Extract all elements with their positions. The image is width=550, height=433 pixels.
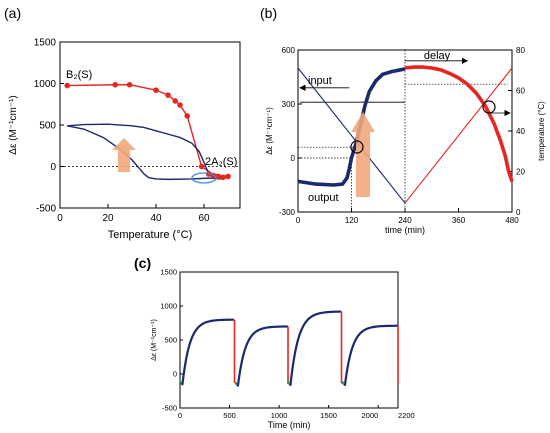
cycle-line-c-0 xyxy=(179,318,235,386)
y-tick-label-a: 500 xyxy=(39,121,56,132)
annotation-b2s: B₂(S) xyxy=(66,69,92,81)
cycle-line-c-3 xyxy=(341,324,398,386)
x-tick-label-a: 0 xyxy=(57,213,63,224)
y-tick-label-a: 1500 xyxy=(34,38,57,49)
x-tick-label-b: 480 xyxy=(505,216,519,225)
dip-marker-c-0 xyxy=(179,380,183,384)
xlabel-b: time (min) xyxy=(385,225,425,235)
y-tick-label-c: 1500 xyxy=(160,268,177,277)
annotation-delay: delay xyxy=(424,50,451,62)
y2-tick-label-b: 0 xyxy=(516,208,521,217)
ylabel-b: Δε (M⁻¹cm⁻¹) xyxy=(265,107,274,155)
data-point-a xyxy=(165,92,171,98)
crossing-circle-right xyxy=(482,100,496,114)
series-line-b-3 xyxy=(404,67,513,204)
dip-marker-c-1 xyxy=(234,381,238,386)
up-arrow-a xyxy=(112,138,136,172)
data-point-a xyxy=(184,113,190,119)
data-point-a xyxy=(153,87,159,93)
x-tick-label-c: 1500 xyxy=(320,411,337,420)
y-tick-label-a: 0 xyxy=(50,162,56,173)
x-tick-label-c: 1000 xyxy=(271,411,288,420)
y-tick-label-a: 1000 xyxy=(34,79,57,90)
y-tick-label-c: -500 xyxy=(162,404,177,413)
plot-frame-c xyxy=(179,271,399,409)
data-point-a xyxy=(220,174,226,181)
x-tick-label-b: 0 xyxy=(296,216,301,225)
x-tick-label-a: 20 xyxy=(102,213,114,224)
x-tick-label-c: 500 xyxy=(223,411,236,420)
xlabel-c: Time (min) xyxy=(268,420,311,430)
annotation-output: output xyxy=(308,192,339,204)
highlight-ellipse-a xyxy=(191,172,217,184)
y2-tick-label-b: 60 xyxy=(516,87,525,96)
series-group-a xyxy=(64,81,231,181)
data-point-a xyxy=(112,81,118,88)
x-tick-label-b: 360 xyxy=(452,216,466,225)
data-point-a xyxy=(225,173,231,180)
x-tick-label-a: 40 xyxy=(150,213,162,224)
cycle-line-c-2 xyxy=(287,310,342,386)
x-tick-label-b: 120 xyxy=(345,216,359,225)
data-point-a xyxy=(198,163,205,170)
y-tick-label-a: -500 xyxy=(36,204,56,215)
y2-tick-label-b: 40 xyxy=(516,127,525,136)
panel-label-b: (b) xyxy=(260,5,277,21)
y-tick-label-b: 300 xyxy=(282,100,296,109)
y-tick-label-c: 0 xyxy=(173,370,177,379)
x-tick-label-a: 60 xyxy=(198,213,210,224)
cycle-line-c-1 xyxy=(234,325,289,387)
data-point-a xyxy=(172,98,178,104)
y-tick-label-c: 500 xyxy=(164,336,177,345)
x-tick-label-c: 2200 xyxy=(398,411,415,420)
xlabel-a: Temperature (°C) xyxy=(108,229,192,241)
y2-tick-label-b: 80 xyxy=(516,46,525,55)
y-tick-label-b: -300 xyxy=(279,208,296,217)
guide-lines-b xyxy=(298,50,511,212)
ylabel-c: Δε (M⁻¹cm⁻¹) xyxy=(151,319,158,361)
y-tick-label-c: 1000 xyxy=(160,302,177,311)
series-line-b-2 xyxy=(297,67,406,204)
data-point-a xyxy=(177,102,183,108)
data-point-a xyxy=(64,82,70,89)
panel-label-a: (a) xyxy=(4,5,21,21)
up-arrow-b xyxy=(351,112,375,197)
y2-tick-label-b: 20 xyxy=(516,168,525,177)
x-tick-label-c: 2000 xyxy=(361,411,378,420)
dip-marker-c-3 xyxy=(341,381,345,385)
data-point-a xyxy=(215,173,222,180)
crossing-circle-left xyxy=(350,140,364,154)
annotation-input: input xyxy=(308,75,332,87)
y-tick-label-b: 600 xyxy=(282,46,296,55)
y2label-b: temperature (°C) xyxy=(537,101,546,161)
data-point-a xyxy=(126,81,133,88)
y-tick-label-b: 0 xyxy=(291,154,296,163)
ylabel-a: Δε (M⁻¹cm⁻¹) xyxy=(8,95,19,154)
panel-label-c: (c) xyxy=(134,255,151,271)
series-line-a-0 xyxy=(67,84,217,178)
dip-marker-c-2 xyxy=(287,381,291,385)
panel-c: (c) 0 500 1000 1500 2000 2200-500050010001500… xyxy=(134,255,415,430)
x-tick-label-b: 240 xyxy=(398,216,412,225)
series-group-c xyxy=(179,310,399,387)
series-line-b-1 xyxy=(404,65,514,182)
annotation-2a2s: 2A₂(S) xyxy=(205,156,237,168)
x-tick-label-c: 0 xyxy=(178,411,182,420)
